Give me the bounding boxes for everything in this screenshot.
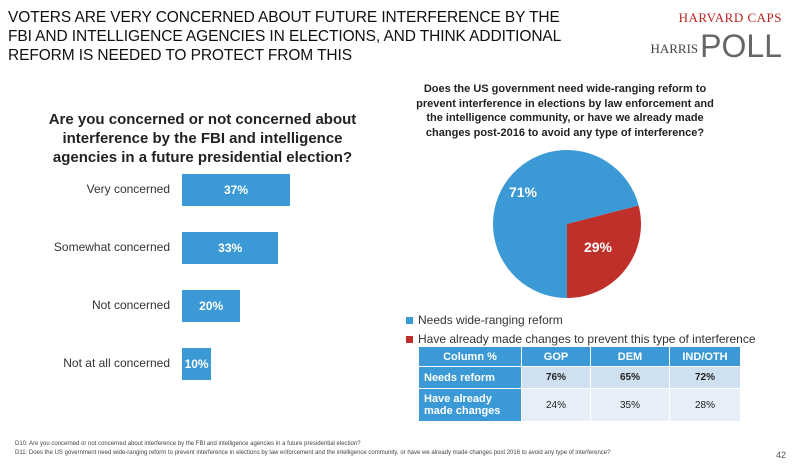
party-breakdown-table: Column % GOP DEM IND/OTH Needs reform 76… xyxy=(418,346,741,422)
page-number: 42 xyxy=(775,450,786,460)
pie-slice-label: 29% xyxy=(584,239,613,255)
row-header: Have already made changes xyxy=(419,389,521,421)
column-header: IND/OTH xyxy=(670,347,740,366)
bar: 33% xyxy=(182,232,279,264)
table-cell: 35% xyxy=(591,389,669,421)
bar: 37% xyxy=(182,174,291,206)
column-header: GOP xyxy=(522,347,590,366)
footnotes: D10: Are you concerned or not concerned … xyxy=(15,440,610,458)
bar-category-label: Very concerned xyxy=(86,182,170,196)
logo-harris: HARRIS xyxy=(650,41,699,56)
column-header: DEM xyxy=(591,347,669,366)
bar-category-label: Somewhat concerned xyxy=(53,240,170,254)
column-header: Column % xyxy=(419,347,521,366)
bar-category-label: Not concerned xyxy=(91,298,170,312)
logo-poll: POLL xyxy=(700,28,782,64)
table-header-row: Column % GOP DEM IND/OTH xyxy=(419,347,740,366)
bar-chart-question: Are you concerned or not concerned about… xyxy=(48,111,357,166)
table-cell: 24% xyxy=(522,389,590,421)
table-cell: 65% xyxy=(591,367,669,388)
legend-swatch-blue xyxy=(406,316,413,324)
table-cell: 76% xyxy=(522,367,590,388)
table-row: Needs reform 76% 65% 72% xyxy=(419,367,740,388)
row-header: Needs reform xyxy=(419,367,521,388)
pie-slice-label: 71% xyxy=(509,184,538,200)
logo-harvard-caps: HARVARD CAPS xyxy=(678,10,782,25)
pie-slice xyxy=(567,205,641,298)
footnote: D10: Are you concerned or not concerned … xyxy=(15,441,361,447)
bar: 20% xyxy=(182,290,241,322)
bar-value-label: 20% xyxy=(199,299,224,313)
pie-slice xyxy=(493,150,639,298)
logo-harris-poll: HARRISPOLL xyxy=(650,24,782,64)
bar-value-label: 10% xyxy=(184,357,209,371)
bar-value-label: 37% xyxy=(224,183,249,197)
bar-category-label: Not at all concerned xyxy=(63,356,170,370)
bar: 10% xyxy=(182,348,212,380)
legend-item-changes: Have already made changes to prevent thi… xyxy=(406,332,756,346)
table-cell: 28% xyxy=(670,389,740,421)
footnote: D11: Does the US government need wide-ra… xyxy=(15,450,611,456)
table-cell: 72% xyxy=(670,367,740,388)
table-row: Have already made changes 24% 35% 28% xyxy=(419,389,740,421)
pie-chart-question: Does the US government need wide-ranging… xyxy=(416,83,714,139)
slide-title: VOTERS ARE VERY CONCERNED ABOUT FUTURE I… xyxy=(8,9,561,64)
legend-swatch-red xyxy=(406,335,413,343)
legend-label: Have already made changes to prevent thi… xyxy=(418,332,756,346)
bar-value-label: 33% xyxy=(218,241,243,255)
legend-item-reform: Needs wide-ranging reform xyxy=(406,313,563,327)
legend-label: Needs wide-ranging reform xyxy=(418,313,563,327)
